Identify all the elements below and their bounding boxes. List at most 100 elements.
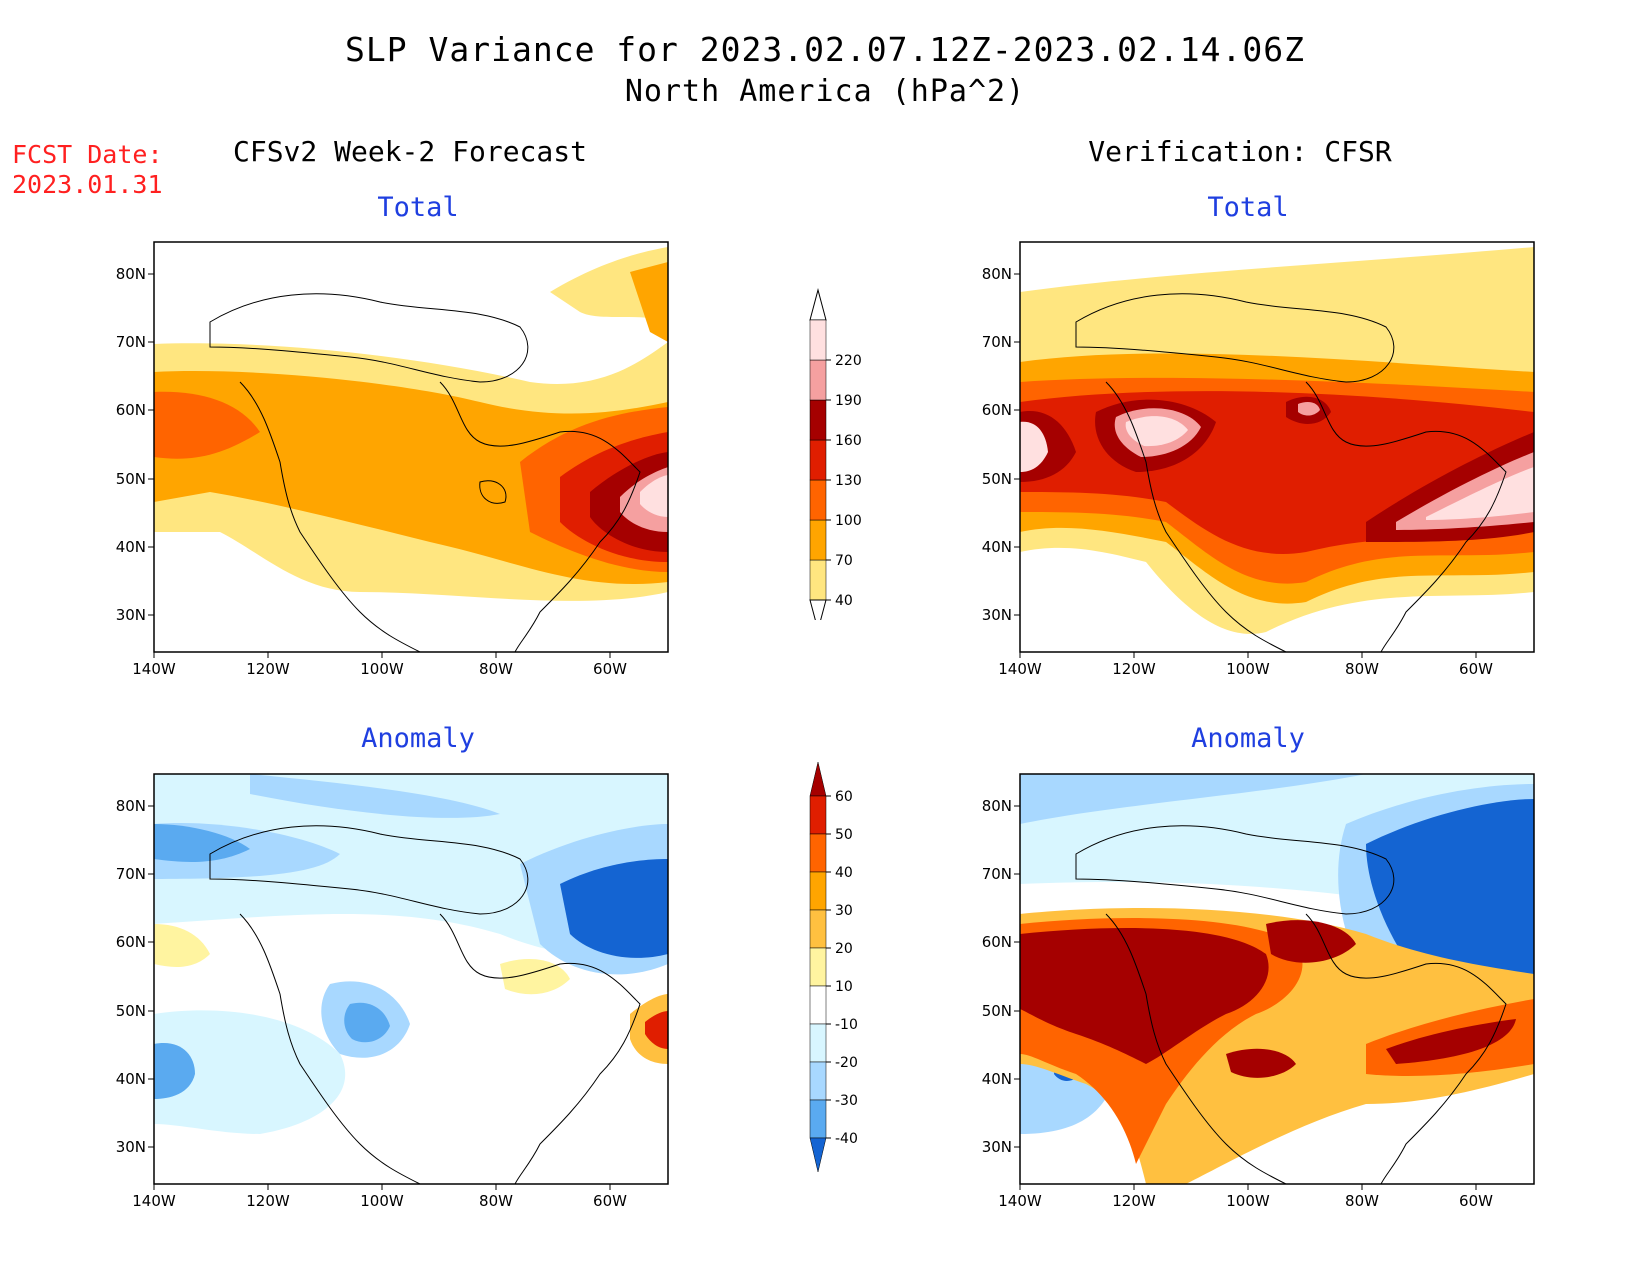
svg-text:80W: 80W [479, 1192, 513, 1210]
svg-text:120W: 120W [1112, 1192, 1156, 1210]
svg-text:100W: 100W [360, 1192, 404, 1210]
svg-text:80N: 80N [116, 265, 146, 283]
colorbar-tick-label: -20 [835, 1055, 858, 1071]
colorbar-swatch [809, 795, 827, 835]
svg-text:60W: 60W [1459, 1192, 1493, 1210]
svg-text:30N: 30N [982, 606, 1012, 624]
svg-text:30N: 30N [116, 1138, 146, 1156]
svg-text:40N: 40N [982, 538, 1012, 556]
forecast-anomaly-map: 80N 70N 60N 50N 40N 30N 140W 120W 100W 8… [116, 773, 669, 1210]
svg-text:40N: 40N [116, 1070, 146, 1088]
svg-text:140W: 140W [998, 660, 1042, 678]
colorbar-tick-label: 20 [835, 941, 853, 957]
forecast-column-title: CFSv2 Week-2 Forecast [232, 135, 587, 168]
colorbar-swatch [809, 1023, 827, 1063]
svg-text:70N: 70N [116, 865, 146, 883]
colorbar-tick-label: 100 [835, 513, 862, 529]
svg-text:80W: 80W [1345, 660, 1379, 678]
svg-text:100W: 100W [1226, 660, 1270, 678]
svg-text:60W: 60W [1459, 660, 1493, 678]
total-colorbar: 40 70 100 130 160 190 220 [809, 288, 862, 620]
svg-text:70N: 70N [982, 333, 1012, 351]
svg-text:40N: 40N [116, 538, 146, 556]
svg-text:80N: 80N [982, 265, 1012, 283]
svg-text:120W: 120W [1112, 660, 1156, 678]
forecast-total-title: Total [377, 192, 459, 223]
colorbar-top-tip [809, 288, 827, 321]
colorbar-tick-label: 220 [835, 353, 862, 369]
svg-text:60W: 60W [593, 660, 627, 678]
colorbar-swatch [809, 399, 827, 441]
colorbar-swatch [809, 479, 827, 521]
svg-text:140W: 140W [132, 1192, 176, 1210]
colorbar-swatch [809, 909, 827, 949]
forecast-total-map: 80N 70N 60N 50N 40N 30N 140W 120W 100W 8… [116, 241, 669, 678]
svg-text:50N: 50N [982, 470, 1012, 488]
chart-title: SLP Variance for 2023.02.07.12Z-2023.02.… [345, 30, 1305, 69]
colorbar-tick-label: 50 [835, 827, 853, 843]
lon-axis-labels: 140W 120W 100W 80W 60W [132, 660, 627, 678]
verification-column-title: Verification: CFSR [1088, 135, 1392, 168]
lat-axis-labels: 80N 70N 60N 50N 40N 30N [982, 265, 1012, 624]
fcst-date-label: FCST Date: [12, 140, 163, 169]
colorbar-tick-label: 60 [835, 789, 853, 805]
anomaly-colorbar: 60 50 40 30 20 10 -10 -20 -30 -40 [809, 761, 858, 1173]
verification-anomaly-map: 80N 70N 60N 50N 40N 30N 140W 120W 100W 8… [982, 773, 1535, 1210]
colorbar-tick-label: -40 [835, 1131, 858, 1147]
verification-total-map: 80N 70N 60N 50N 40N 30N 140W 120W 100W 8… [982, 241, 1535, 678]
svg-text:80N: 80N [982, 797, 1012, 815]
colorbar-top-tip [809, 761, 827, 797]
svg-text:30N: 30N [116, 606, 146, 624]
colorbar-swatch [809, 559, 827, 601]
svg-text:50N: 50N [982, 1002, 1012, 1020]
svg-text:60N: 60N [982, 933, 1012, 951]
svg-text:60N: 60N [116, 933, 146, 951]
fcst-date-block: FCST Date: 2023.01.31 [12, 140, 163, 200]
colorbar-tick-label: 160 [835, 433, 862, 449]
colorbar-swatch [809, 439, 827, 481]
svg-text:80N: 80N [116, 797, 146, 815]
colorbar-swatch [809, 519, 827, 561]
lon-axis-labels: 140W 120W 100W 80W 60W [998, 660, 1493, 678]
svg-text:60W: 60W [593, 1192, 627, 1210]
colorbar-tick-label: 40 [835, 593, 853, 609]
colorbar-swatch [809, 1061, 827, 1101]
colorbar-tick-label: 190 [835, 393, 862, 409]
svg-text:100W: 100W [1226, 1192, 1270, 1210]
lon-axis-labels: 140W 120W 100W 80W 60W [132, 1192, 627, 1210]
svg-text:120W: 120W [246, 1192, 290, 1210]
lat-axis-labels: 80N 70N 60N 50N 40N 30N [116, 265, 146, 624]
colorbar-swatch [809, 319, 827, 361]
svg-text:70N: 70N [982, 865, 1012, 883]
svg-text:140W: 140W [998, 1192, 1042, 1210]
lat-axis-labels: 80N 70N 60N 50N 40N 30N [982, 797, 1012, 1156]
svg-text:50N: 50N [116, 470, 146, 488]
svg-text:40N: 40N [982, 1070, 1012, 1088]
lon-axis-labels: 140W 120W 100W 80W 60W [998, 1192, 1493, 1210]
lat-axis-labels: 80N 70N 60N 50N 40N 30N [116, 797, 146, 1156]
colorbar-swatch [809, 1099, 827, 1139]
chart-subtitle: North America (hPa^2) [624, 74, 1026, 109]
fcst-date-value: 2023.01.31 [12, 170, 163, 199]
colorbar-swatch [809, 985, 827, 1025]
svg-text:80W: 80W [479, 660, 513, 678]
verification-anomaly-title: Anomaly [1191, 723, 1305, 754]
verification-total-title: Total [1207, 192, 1289, 223]
colorbar-tick-label: 40 [835, 865, 853, 881]
colorbar-swatch [809, 833, 827, 873]
colorbar-tick-label: -10 [835, 1017, 858, 1033]
svg-text:80W: 80W [1345, 1192, 1379, 1210]
colorbar-tick-label: 30 [835, 903, 853, 919]
svg-text:70N: 70N [116, 333, 146, 351]
colorbar-tick-label: 130 [835, 473, 862, 489]
colorbar-swatch [809, 871, 827, 911]
colorbar-bottom-tip [809, 599, 827, 620]
svg-text:140W: 140W [132, 660, 176, 678]
svg-text:120W: 120W [246, 660, 290, 678]
colorbar-tick-label: -30 [835, 1093, 858, 1109]
colorbar-tick-label: 70 [835, 553, 853, 569]
colorbar-swatch [809, 359, 827, 401]
colorbar-tick-label: 10 [835, 979, 853, 995]
colorbar-bottom-tip [809, 1137, 827, 1173]
colorbar-swatch [809, 947, 827, 987]
